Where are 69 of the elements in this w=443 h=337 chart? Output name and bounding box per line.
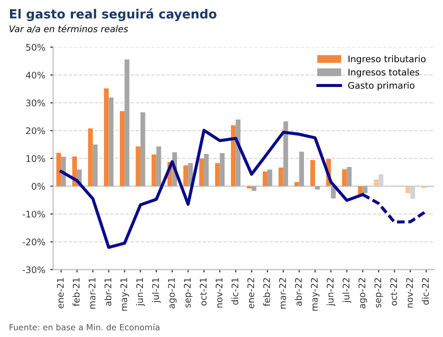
bar xyxy=(88,128,93,186)
bar xyxy=(346,167,352,186)
source-note: Fuente: en base a Min. de Economía xyxy=(10,324,160,330)
x-tick-label: feb-21 xyxy=(72,278,80,306)
x-tick-label: nov-21 xyxy=(216,278,222,308)
x-tick-label: oct-22 xyxy=(390,278,398,306)
y-tick-label: -10% xyxy=(22,210,46,218)
x-tick-label: jun-22 xyxy=(326,278,336,306)
x-tick-label: ene-22 xyxy=(247,278,254,308)
x-tick-label: may-21 xyxy=(120,278,129,311)
bar xyxy=(294,182,300,186)
y-tick-label: -20% xyxy=(22,238,46,246)
bar xyxy=(108,98,114,186)
x-tick-label: dic-21 xyxy=(231,278,238,305)
x-tick-label: nov-22 xyxy=(406,278,413,308)
bar xyxy=(140,112,146,186)
y-tick-label: 40% xyxy=(26,72,46,79)
bar xyxy=(199,158,204,186)
bar xyxy=(267,170,272,186)
x-tick-label: jun-21 xyxy=(136,278,145,306)
x-tick-label: ago-21 xyxy=(168,278,177,308)
bar xyxy=(120,111,125,186)
y-tick-label: 20% xyxy=(26,127,46,134)
bar xyxy=(299,152,304,186)
x-tick-label: dic-22 xyxy=(422,278,429,305)
bar xyxy=(152,154,156,186)
bar xyxy=(220,153,225,186)
bar xyxy=(374,180,379,186)
bar xyxy=(278,168,284,186)
x-tick-label: feb-22 xyxy=(263,278,270,306)
bar xyxy=(283,121,288,186)
chart-subtitle: Var a/a en términos reales xyxy=(10,24,128,33)
bar xyxy=(262,171,268,186)
bar xyxy=(56,152,62,186)
bar xyxy=(215,163,220,186)
bar xyxy=(124,59,130,186)
x-tick-label: mar-22 xyxy=(279,278,286,309)
bar xyxy=(156,146,162,186)
y-tick-label: 30% xyxy=(26,100,46,106)
x-tick-label: sep-22 xyxy=(374,278,383,308)
bar xyxy=(310,160,316,186)
x-tick-label: oct-21 xyxy=(200,278,207,306)
bar xyxy=(204,154,209,186)
bar xyxy=(183,165,188,186)
y-tick-label: 10% xyxy=(26,155,46,162)
bar xyxy=(406,186,410,194)
bar xyxy=(136,146,140,186)
y-tick-label: -30% xyxy=(22,266,46,274)
bar xyxy=(92,144,98,186)
legend-label: Ingresos totales xyxy=(348,68,420,78)
bar xyxy=(104,88,109,186)
bar xyxy=(362,186,368,194)
chart-title: El gasto real seguirá cayendo xyxy=(10,8,216,22)
x-tick-label: abr-22 xyxy=(294,278,302,306)
x-tick-label: jul-22 xyxy=(342,278,352,303)
x-tick-label: jul-21 xyxy=(152,278,161,303)
bar xyxy=(342,169,347,186)
legend-label: Ingreso tributario xyxy=(348,55,426,64)
x-tick-label: mar-21 xyxy=(88,278,96,309)
x-tick-label: ene-21 xyxy=(56,278,64,308)
x-tick-label: sep-21 xyxy=(184,278,192,308)
x-tick-label: abr-21 xyxy=(104,278,112,306)
bar xyxy=(315,186,320,190)
bar xyxy=(252,186,256,191)
y-tick-label: 0% xyxy=(32,182,46,190)
legend-label: Gasto primario xyxy=(348,82,414,91)
y-tick-label: 50% xyxy=(26,44,46,51)
x-tick-label: may-22 xyxy=(310,278,320,311)
x-tick-label: ago-22 xyxy=(358,278,368,308)
